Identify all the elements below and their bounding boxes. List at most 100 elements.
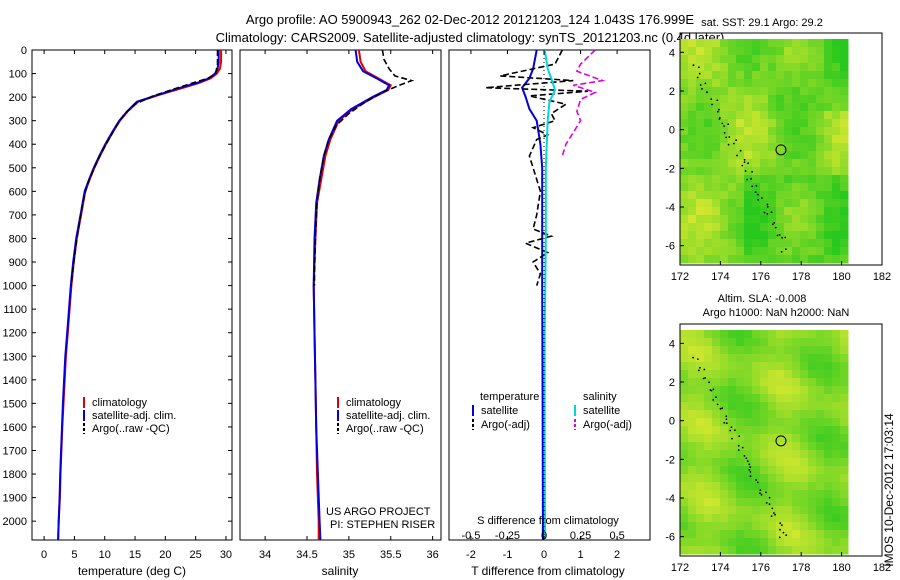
heatmap-cell	[776, 490, 785, 499]
heatmap-cell	[816, 207, 825, 216]
heatmap-cell	[768, 39, 777, 48]
heatmap-cell	[760, 514, 769, 523]
heatmap-cell	[736, 71, 745, 80]
lon-tick-label: 174	[711, 562, 729, 574]
heatmap-cell	[704, 418, 713, 427]
heatmap-cell	[840, 175, 849, 184]
heatmap-cell	[768, 119, 777, 128]
heatmap-cell	[744, 538, 753, 547]
heatmap-cell	[712, 410, 721, 419]
heatmap-cell	[792, 215, 801, 224]
heatmap-cell	[808, 482, 817, 491]
heatmap-cell	[752, 199, 761, 208]
heatmap-cell	[832, 354, 841, 363]
heatmap-cell	[824, 255, 833, 264]
heatmap-cell	[720, 87, 729, 96]
heatmap-cell	[784, 103, 793, 112]
heatmap-cell	[688, 111, 697, 120]
heatmap-cell	[784, 442, 793, 451]
heatmap-cell	[760, 370, 769, 379]
heatmap-cell	[728, 191, 737, 200]
heatmap-cell	[752, 103, 761, 112]
depth-tick-label: 500	[9, 163, 27, 175]
heatmap-cell	[816, 362, 825, 371]
heatmap-cell	[840, 474, 849, 483]
heatmap-cell	[696, 410, 705, 419]
temperature-tick-label: 25	[190, 549, 202, 561]
heatmap-cell	[680, 498, 689, 507]
heatmap-cell	[776, 418, 785, 427]
heatmap-cell	[712, 450, 721, 459]
heatmap-cell	[752, 458, 761, 467]
heatmap-cell	[800, 434, 809, 443]
heatmap-cell	[728, 183, 737, 192]
heatmap-cell	[840, 402, 849, 411]
heatmap-cell	[840, 223, 849, 232]
heatmap-cell	[768, 466, 777, 475]
heatmap-cell	[680, 207, 689, 216]
heatmap-cell	[752, 183, 761, 192]
heatmap-cell	[824, 522, 833, 531]
track-dot	[723, 125, 725, 127]
track-dot	[710, 389, 713, 392]
heatmap-cell	[776, 215, 785, 224]
heatmap-cell	[792, 410, 801, 419]
salinity-tick-label: 35.5	[380, 549, 401, 561]
track-dot	[770, 515, 773, 517]
heatmap-cell	[712, 167, 721, 176]
heatmap-cell	[816, 466, 825, 475]
lat-tick-label: 2	[669, 86, 675, 98]
heatmap-cell	[688, 546, 697, 555]
heatmap-cell	[744, 207, 753, 216]
heatmap-cell	[736, 506, 745, 515]
track-dot	[721, 122, 724, 125]
heatmap-cell	[688, 247, 697, 256]
heatmap-cell	[712, 239, 721, 248]
heatmap-cell	[784, 330, 793, 339]
heatmap-cell	[688, 135, 697, 144]
heatmap-cell	[832, 191, 841, 200]
heatmap-cell	[800, 55, 809, 64]
s-diff-tick-label: 0	[541, 530, 547, 542]
heatmap-cell	[840, 183, 849, 192]
heatmap-cell	[744, 458, 753, 467]
heatmap-cell	[800, 175, 809, 184]
heatmap-cell	[776, 71, 785, 80]
heatmap-cell	[816, 474, 825, 483]
heatmap-cell	[720, 39, 729, 48]
heatmap-cell	[784, 231, 793, 240]
track-dot	[727, 123, 730, 126]
temperature-legend: climatology satellite-adj. clim. Argo(..…	[83, 397, 176, 435]
heatmap-cell	[728, 418, 737, 427]
heatmap-cell	[704, 482, 713, 491]
series-line-temperature-satellite	[520, 49, 544, 540]
heatmap-cell	[760, 546, 769, 555]
heatmap-cell	[704, 175, 713, 184]
heatmap-cell	[720, 546, 729, 555]
heatmap-cell	[792, 530, 801, 539]
track-dot	[698, 369, 700, 372]
heatmap-cell	[696, 47, 705, 56]
heatmap-cell	[760, 175, 769, 184]
depth-tick-label: 1900	[3, 493, 27, 505]
heatmap-cell	[776, 458, 785, 467]
heatmap-cell	[696, 458, 705, 467]
heatmap-cell	[728, 199, 737, 208]
project-label: US ARGO PROJECT	[326, 506, 431, 518]
heatmap-cell	[768, 55, 777, 64]
depth-tick-label: 700	[9, 210, 27, 222]
heatmap-cell	[808, 346, 817, 355]
heatmap-cell	[688, 442, 697, 451]
heatmap-cell	[680, 418, 689, 427]
heatmap-cell	[752, 410, 761, 419]
depth-tick-label: 1700	[3, 445, 27, 457]
track-dot	[784, 236, 787, 239]
lon-tick-label: 182	[873, 271, 891, 283]
sst-map-title: sat. SST: 29.1 Argo: 29.2	[701, 17, 823, 29]
heatmap-cell	[760, 191, 769, 200]
heatmap-cell	[816, 538, 825, 547]
heatmap-cell	[728, 247, 737, 256]
heatmap-cell	[784, 55, 793, 64]
heatmap-cell	[752, 143, 761, 152]
heatmap-cell	[736, 223, 745, 232]
